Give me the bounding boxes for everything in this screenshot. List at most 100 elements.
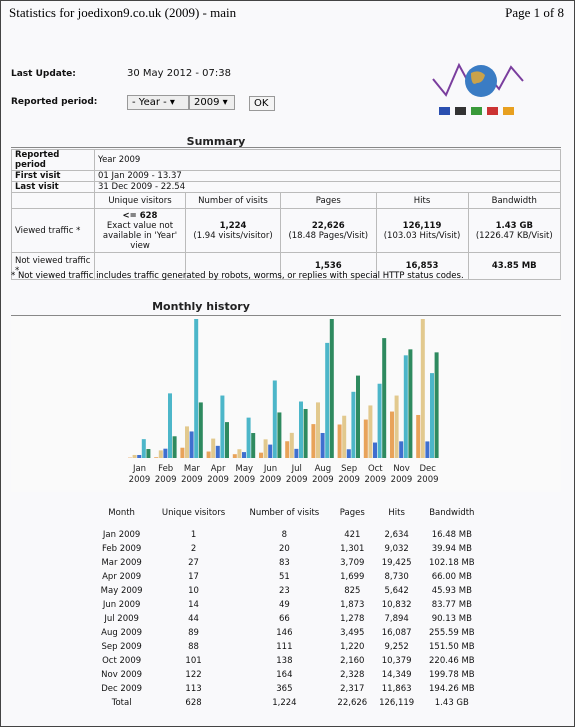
cell: 1,873	[340, 600, 365, 610]
flag	[503, 107, 514, 115]
cell: 2,328	[340, 670, 365, 680]
summary-title: Summary	[186, 135, 246, 148]
cell: 1,220	[340, 642, 365, 652]
bar	[215, 445, 220, 458]
bar	[225, 422, 229, 458]
x-tick-label: Oct	[368, 464, 383, 474]
bar	[154, 457, 159, 458]
x-tick-label: Jan	[132, 464, 146, 474]
bar	[163, 448, 168, 458]
cell: 1.43 GB	[495, 220, 533, 231]
update-value: 30 May 2012 - 07:38	[127, 68, 231, 79]
bar	[377, 383, 382, 458]
cell: Apr 2009	[102, 572, 142, 582]
bar	[132, 454, 137, 458]
bar	[390, 411, 394, 458]
cell: 16,087	[381, 628, 412, 638]
flag	[455, 107, 466, 115]
x-tick-label: 2009	[207, 475, 229, 485]
cell: 10	[188, 586, 199, 596]
cell: 151.50 MB	[429, 642, 475, 652]
bar	[141, 439, 146, 458]
col-header: Pages	[339, 508, 365, 518]
cell: 7,894	[384, 614, 409, 624]
bar	[220, 395, 225, 458]
bar	[299, 401, 303, 458]
total-row: Total 628 1,224 22,626 126,119 1.43 GB	[93, 696, 483, 710]
cell: 22,626	[337, 698, 368, 708]
x-tick-label: 2009	[129, 475, 151, 485]
ok-button[interactable]: OK	[249, 96, 275, 111]
bar	[294, 448, 299, 458]
bar	[263, 439, 268, 458]
bar	[316, 402, 320, 458]
bar	[189, 431, 194, 458]
cell: 22,626	[311, 220, 345, 231]
col-header: Hits	[388, 508, 405, 518]
col-header: Number of visits	[249, 508, 320, 518]
cell: 66	[278, 614, 290, 624]
month-row: Dec 2009 113 365 2,317 11,863 194.26 MB	[93, 682, 483, 696]
bar	[194, 319, 199, 458]
cell: 49	[278, 600, 290, 610]
footnote: * Not viewed traffic includes traffic ge…	[11, 271, 464, 281]
cell: 126,119	[402, 220, 442, 231]
cell: 90.13 MB	[431, 614, 472, 624]
bar	[434, 352, 439, 458]
cell: 102.18 MB	[429, 558, 475, 568]
cell: 421	[344, 530, 361, 540]
x-tick-label: 2009	[338, 475, 360, 485]
col-header: Bandwidth	[429, 508, 475, 518]
cell: Jan 2009	[102, 530, 141, 540]
cell-note: (1226.47 KB/Visit)	[475, 230, 553, 241]
bar	[237, 449, 242, 458]
month-row: Nov 2009 122 164 2,328 14,349 199.78 MB	[93, 668, 483, 682]
cell: 83	[278, 558, 290, 568]
cell: 825	[344, 586, 361, 596]
col-header: Unique visitors	[161, 508, 226, 518]
cell: 113	[185, 684, 202, 694]
bar	[246, 417, 251, 458]
cell: 3,495	[340, 628, 365, 638]
cell: 220.46 MB	[429, 656, 475, 666]
cell: 3,709	[340, 558, 365, 568]
cell: 1,224	[219, 220, 247, 231]
bar	[277, 412, 282, 458]
cell: 89	[188, 628, 199, 638]
cell: 14,349	[381, 670, 412, 680]
cell: 51	[278, 572, 290, 582]
cell: Total	[111, 698, 132, 708]
bar	[329, 319, 334, 458]
cell: 2	[190, 544, 197, 554]
month-row: Aug 2009 89 146 3,495 16,087 255.59 MB	[93, 626, 483, 640]
bar	[420, 319, 425, 458]
cell: 19,425	[381, 558, 412, 568]
cell: Dec 2009	[101, 684, 143, 694]
bar	[272, 380, 277, 458]
cell: 9,252	[384, 642, 409, 652]
year-select[interactable]: 2009 ▾	[189, 95, 235, 110]
bar	[356, 375, 360, 458]
bar	[408, 349, 413, 458]
cell: 1	[190, 530, 197, 540]
cell: 111	[276, 642, 293, 652]
x-tick-label: 2009	[391, 475, 413, 485]
month-row: Jul 2009 44 66 1,278 7,894 90.13 MB	[93, 612, 483, 626]
bar	[180, 447, 185, 458]
bar	[325, 342, 330, 458]
bar	[403, 355, 408, 458]
bar	[168, 393, 172, 458]
cell: 164	[276, 670, 293, 680]
cell: 101	[185, 656, 202, 666]
bar	[430, 373, 434, 458]
logo-land	[471, 71, 485, 84]
x-tick-label: Aug	[315, 464, 332, 474]
month-row: Mar 2009 27 83 3,709 19,425 102.18 MB	[93, 556, 483, 570]
cell: 2,317	[340, 684, 365, 694]
cell-note: Exact value not available in 'Year' view	[102, 220, 178, 251]
cell: 20	[278, 544, 290, 554]
month-select[interactable]: - Year - ▾	[127, 95, 189, 110]
cell: Mar 2009	[101, 558, 142, 568]
row-label: Viewed traffic *	[11, 208, 95, 253]
x-tick-label: 2009	[155, 475, 177, 485]
